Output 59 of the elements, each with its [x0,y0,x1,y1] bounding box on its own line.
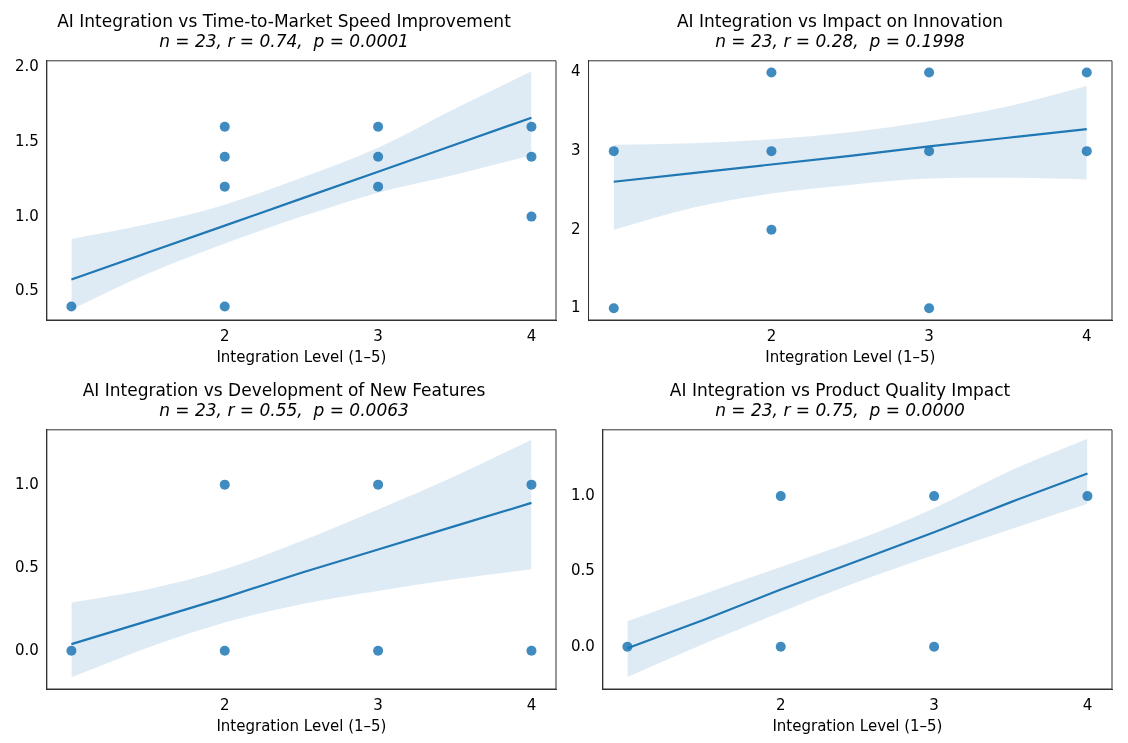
point [373,151,384,162]
x-tick-label: 2 [775,695,786,714]
point [373,181,384,192]
chart-subtitle: n = 23, r = 0.75, p = 0.0000 [715,400,965,421]
point [924,146,935,157]
y-tick-label: 3 [571,141,581,160]
y-tick-label: 0.0 [15,640,39,659]
point [526,121,537,132]
y-tick-label: 1.0 [15,474,39,493]
chart-title: AI Integration vs Development of New Features [82,379,486,400]
x-axis-title: Integration Level (1–5) [216,716,387,735]
point [526,211,537,222]
x-axis-title: Integration Level (1–5) [772,716,943,735]
x-tick-label: 4 [526,326,537,345]
x-tick-label: 2 [219,695,230,714]
point [766,146,777,157]
point [219,121,230,132]
y-tick-label: 2 [571,219,581,238]
chart-subtitle: n = 23, r = 0.55, p = 0.0063 [159,400,409,421]
x-axis-title: Integration Level (1–5) [216,347,387,366]
y-tick-label: 4 [571,62,581,81]
chart-subtitle: n = 23, r = 0.74, p = 0.0001 [159,31,409,52]
x-tick-label: 3 [373,695,383,714]
y-tick-label: 2.0 [15,56,39,75]
point [373,121,384,132]
y-tick-label: 1.5 [15,131,39,150]
x-tick-label: 2 [766,326,777,345]
point [924,67,935,78]
x-tick-label: 2 [219,326,230,345]
x-tick-label: 4 [526,695,537,714]
point [526,151,537,162]
y-tick-label: 0.0 [571,636,595,655]
point [1081,146,1092,157]
point [1081,67,1092,78]
chart-title: AI Integration vs Time-to-Market Speed Improvement [57,10,512,31]
chart-title: AI Integration vs Impact on Innovation [676,10,1004,31]
y-tick-label: 0.5 [15,557,39,576]
point [608,146,619,157]
y-tick-label: 1.0 [15,206,39,225]
point [219,301,230,312]
y-tick-label: 0.5 [15,281,39,300]
point [766,224,777,235]
x-axis-title: Integration Level (1–5) [765,347,936,366]
point [608,303,619,314]
x-tick-label: 4 [1082,695,1093,714]
point [924,303,935,314]
y-tick-label: 1 [571,298,581,317]
x-tick-label: 3 [373,326,383,345]
x-tick-label: 3 [929,695,939,714]
point [766,67,777,78]
chart-subtitle: n = 23, r = 0.28, p = 0.1998 [715,31,966,52]
point [219,181,230,192]
x-tick-label: 3 [924,326,934,345]
chart-title: AI Integration vs Product Quality Impact [669,379,1011,400]
point [66,301,77,312]
point [219,151,230,162]
y-tick-label: 1.0 [571,486,595,504]
x-tick-label: 4 [1082,326,1092,345]
y-tick-label: 0.5 [571,561,595,580]
